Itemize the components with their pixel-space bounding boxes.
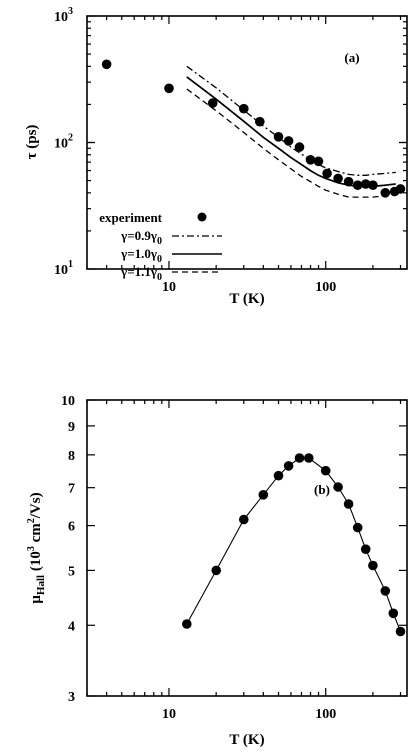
data-point (182, 619, 192, 629)
x-tick-labels-a: 10 100 (162, 280, 336, 295)
data-point (380, 188, 391, 198)
ylabel-mu: μ (28, 595, 44, 604)
series-line--1-1-0 (186, 88, 396, 198)
y-tick-label: 10 (61, 394, 75, 409)
series-points-b (182, 453, 406, 637)
y-tick-label: 7 (68, 482, 75, 497)
x-tick-label: 100 (315, 280, 336, 295)
data-point (368, 560, 378, 571)
data-point (164, 83, 174, 94)
data-point (211, 565, 221, 576)
y-tick-label: 4 (68, 619, 75, 634)
data-point (273, 470, 284, 481)
ylabel-sup1: 3 (26, 546, 37, 551)
legend-label-gamma-11: γ=1.1γ0 (120, 264, 162, 283)
data-point (352, 180, 363, 190)
legend-a: experiment γ=0.9γ0 γ=1.0γ0 γ=1.1γ0 (99, 210, 222, 283)
x-axis-label-a: T (K) (229, 291, 264, 307)
data-point (254, 116, 265, 127)
data-point (304, 453, 314, 463)
panel-a: 101 102 103 10 100 (a) T (K) τ (ps) experim… (24, 6, 408, 307)
y-tick-labels-a: 101 102 103 (54, 6, 73, 278)
axis-ticks-b (86, 399, 407, 697)
data-point (313, 156, 324, 167)
data-point (352, 522, 363, 533)
plot-frame-b (86, 399, 408, 697)
ylabel-c: /Vs) (28, 492, 44, 519)
x-tick-labels-b: 10 100 (162, 707, 336, 722)
data-point (239, 514, 249, 525)
panel-label-a: (a) (344, 50, 359, 65)
y-tick-label: 9 (68, 420, 75, 435)
series-points-a (101, 59, 406, 198)
legend-label-gamma-09: γ=0.9γ0 (120, 228, 162, 247)
data-point (294, 142, 305, 152)
series-line--0-9-0 (186, 65, 396, 176)
axis-ticks-a (86, 15, 407, 270)
y-tick-label: 3 (68, 690, 75, 705)
legend-label-gamma-10: γ=1.0γ0 (120, 246, 162, 265)
y-tick-label: 102 (54, 133, 73, 152)
ylabel-b: cm (28, 523, 44, 546)
data-point (305, 155, 316, 165)
data-point (333, 173, 343, 184)
y-tick-label: 8 (68, 449, 75, 464)
data-point (258, 490, 269, 500)
data-point (360, 544, 371, 554)
ylabel-sub: Hall (35, 575, 47, 595)
data-point (322, 168, 332, 179)
data-point (283, 461, 294, 471)
data-point (380, 586, 391, 596)
data-point (294, 453, 305, 463)
data-point (333, 482, 343, 492)
data-point (283, 136, 294, 146)
x-tick-label: 10 (162, 280, 176, 295)
panel-label-b: (b) (314, 482, 330, 497)
series-line--1-0-0 (186, 76, 396, 188)
data-point (395, 184, 406, 194)
data-point (388, 608, 399, 619)
ylabel-a: (10 (28, 551, 44, 575)
ylabel-sup2: 2 (26, 518, 37, 523)
data-point (360, 179, 371, 189)
series-lines-a (186, 65, 396, 198)
data-point (343, 176, 354, 187)
y-tick-label: 101 (54, 259, 73, 278)
y-tick-labels-b: 3 4 5 6 7 8 9 10 (61, 394, 75, 705)
data-point (273, 132, 284, 142)
x-tick-label: 100 (315, 707, 336, 722)
data-point (239, 103, 249, 114)
data-point (395, 626, 406, 637)
data-point (207, 98, 218, 108)
data-point (368, 180, 378, 190)
series-lines-b (186, 457, 402, 632)
data-point (343, 499, 354, 509)
y-axis-label-a: τ (ps) (24, 125, 40, 160)
y-tick-label: 103 (54, 6, 73, 25)
y-tick-label: 5 (68, 564, 75, 579)
data-point (101, 59, 112, 70)
x-axis-label-b: T (K) (229, 732, 264, 748)
legend-marker-experiment (197, 212, 207, 222)
series-line-mobility (186, 457, 402, 632)
y-tick-label: 6 (68, 520, 75, 535)
y-axis-label-b: μHall (103 cm2/Vs) (26, 492, 47, 603)
data-point (320, 465, 331, 476)
x-tick-label: 10 (162, 707, 176, 722)
legend-label-experiment: experiment (99, 210, 162, 225)
